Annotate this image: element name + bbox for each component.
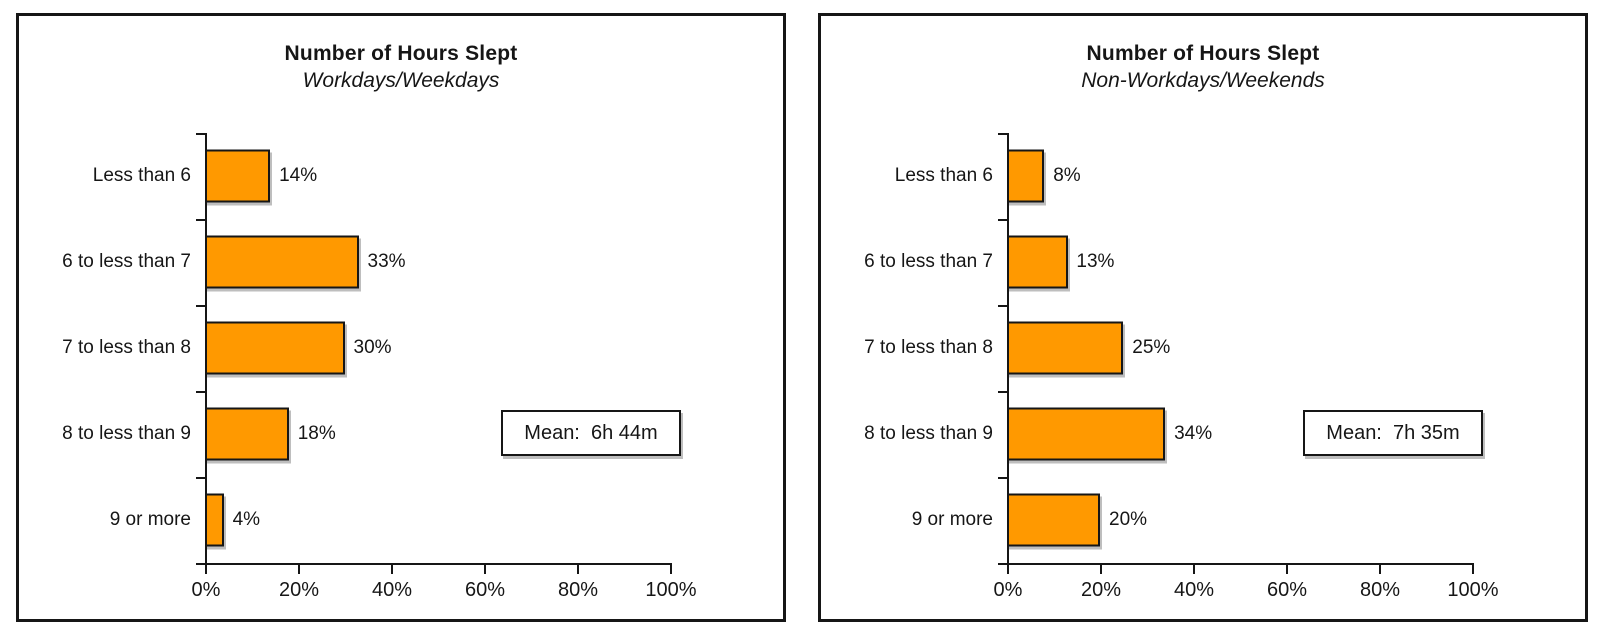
value-label: 30% [353, 337, 392, 358]
x-axis-tick-label: 100% [1447, 579, 1499, 601]
y-axis-tick [196, 563, 205, 565]
y-axis-tick [998, 305, 1007, 307]
y-axis-tick [196, 477, 205, 479]
bar-row: 6 to less than 7 33% [19, 219, 783, 305]
chart-subtitle: Non-Workdays/Weekends [1081, 69, 1325, 92]
x-axis-tick-label: 60% [464, 579, 506, 601]
x-axis-tick-label: 40% [371, 579, 413, 601]
x-axis-tick [1007, 565, 1009, 574]
x-axis-tick [1472, 565, 1474, 574]
x-axis [1007, 563, 1474, 565]
bar [205, 321, 345, 375]
category-label: 7 to less than 8 [62, 337, 191, 358]
category-label: 6 to less than 7 [62, 251, 191, 272]
x-axis-tick-label: 80% [557, 579, 599, 601]
y-axis-tick [196, 219, 205, 221]
x-axis-tick [391, 565, 393, 574]
value-label: 18% [297, 423, 336, 444]
mean-annotation-text: Mean: 6h 44m [524, 421, 658, 444]
chart-subtitle: Workdays/Weekdays [302, 69, 500, 92]
category-label: 6 to less than 7 [864, 251, 993, 272]
bar [205, 235, 359, 289]
x-axis-tick [298, 565, 300, 574]
bar-row: 9 or more 20% [821, 477, 1585, 563]
bar [205, 149, 271, 203]
bar-chart: Less than 6 8% 6 to less than 7 13% 7 to les… [821, 133, 1585, 619]
value-label: 20% [1109, 509, 1148, 530]
x-axis-tick-label: 40% [1173, 579, 1215, 601]
bar-rows: Less than 6 14% 6 to less than 7 33% 7 to le… [19, 133, 783, 563]
x-axis-tick [670, 565, 672, 574]
bar-row: Less than 6 8% [821, 133, 1585, 219]
x-axis-tick [205, 565, 207, 574]
y-axis [1007, 133, 1009, 565]
y-axis-tick [998, 477, 1007, 479]
bar-chart: Less than 6 14% 6 to less than 7 33% 7 to le… [19, 133, 783, 619]
bar-row: 8 to less than 9 18% [19, 391, 783, 477]
x-axis-tick [484, 565, 486, 574]
bar-rows: Less than 6 8% 6 to less than 7 13% 7 to les… [821, 133, 1585, 563]
x-axis-tick-label: 20% [278, 579, 320, 601]
category-label: 9 or more [109, 509, 191, 530]
y-axis-tick [196, 305, 205, 307]
value-label: 4% [232, 509, 261, 530]
category-label: Less than 6 [894, 165, 993, 186]
bar-row: 7 to less than 8 30% [19, 305, 783, 391]
category-label: 8 to less than 9 [864, 423, 993, 444]
x-axis-tick [1286, 565, 1288, 574]
bar-row: Less than 6 14% [19, 133, 783, 219]
chart-panel-weekends: Number of Hours Slept Non-Workdays/Weeke… [818, 13, 1588, 622]
x-axis [205, 563, 672, 565]
y-axis-tick [196, 133, 205, 135]
x-axis-tick-label: 20% [1080, 579, 1122, 601]
y-axis [205, 133, 207, 565]
bar [1007, 407, 1166, 461]
bar [1007, 235, 1068, 289]
bar-row: 7 to less than 8 25% [821, 305, 1585, 391]
x-axis-tick-label: 100% [645, 579, 697, 601]
value-label: 8% [1053, 165, 1081, 186]
y-axis-tick [196, 391, 205, 393]
bar [1007, 493, 1100, 547]
value-label: 25% [1132, 337, 1171, 358]
y-axis-tick [998, 563, 1007, 565]
mean-annotation-box: Mean: 7h 35m [1303, 410, 1483, 456]
bar [205, 407, 289, 461]
value-label: 13% [1076, 251, 1115, 272]
value-label: 33% [367, 251, 406, 272]
bar [1007, 321, 1124, 375]
bar [1007, 149, 1045, 203]
value-label: 34% [1174, 423, 1213, 444]
x-axis-tick-label: 80% [1359, 579, 1401, 601]
bar-row: 6 to less than 7 13% [821, 219, 1585, 305]
x-axis-tick [1100, 565, 1102, 574]
mean-annotation-box: Mean: 6h 44m [501, 410, 681, 456]
bar [205, 493, 224, 547]
x-axis-tick-label: 0% [191, 579, 221, 601]
chart-title: Number of Hours Slept [1086, 42, 1320, 65]
chart-panel-workdays: Number of Hours Slept Workdays/Weekdays … [16, 13, 786, 622]
x-axis-tick [1193, 565, 1195, 574]
y-axis-tick [998, 219, 1007, 221]
x-axis-tick-label: 60% [1266, 579, 1308, 601]
category-label: Less than 6 [92, 165, 191, 186]
chart-title: Number of Hours Slept [284, 42, 518, 65]
category-label: 9 or more [911, 509, 993, 530]
bar-row: 9 or more 4% [19, 477, 783, 563]
category-label: 7 to less than 8 [864, 337, 993, 358]
value-label: 14% [279, 165, 318, 186]
y-axis-tick [998, 391, 1007, 393]
mean-annotation-text: Mean: 7h 35m [1326, 421, 1460, 444]
x-axis-tick [1379, 565, 1381, 574]
x-axis-tick-label: 0% [993, 579, 1023, 601]
x-axis-tick [577, 565, 579, 574]
y-axis-tick [998, 133, 1007, 135]
category-label: 8 to less than 9 [62, 423, 191, 444]
